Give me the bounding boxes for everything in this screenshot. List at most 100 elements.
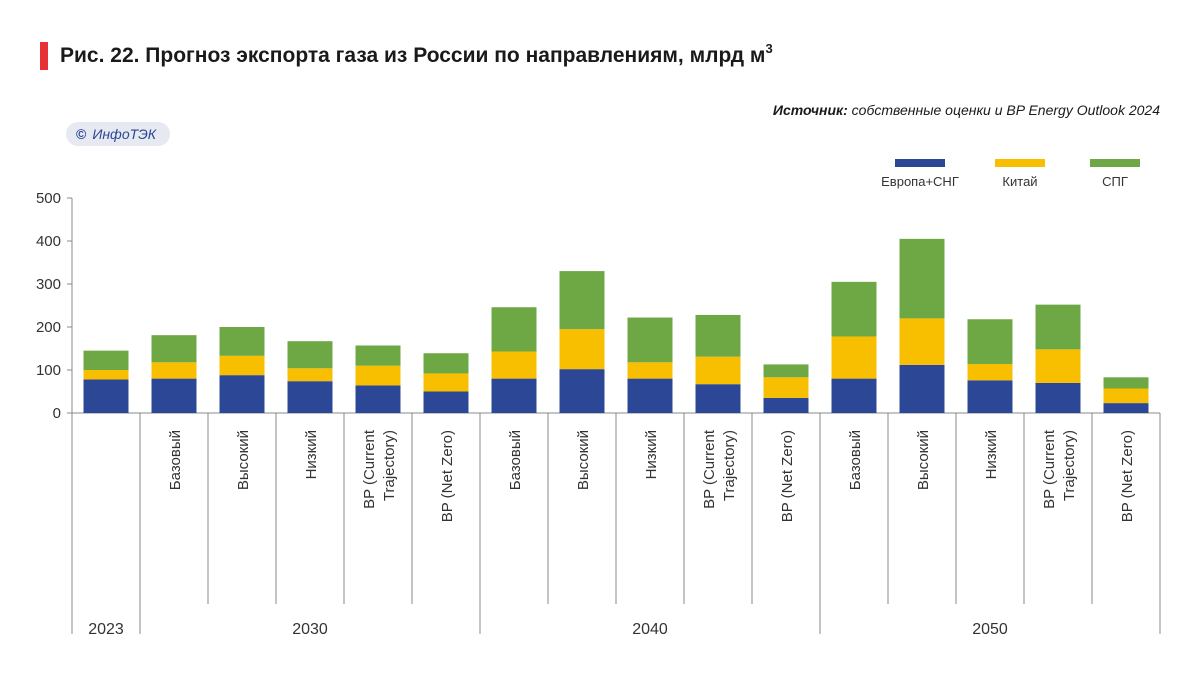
bar-segment-china: [219, 355, 265, 376]
bar-segment-lng: [831, 281, 877, 337]
legend-label: Китай: [1002, 174, 1037, 189]
bar-segment-china: [287, 368, 333, 382]
bar-segment-lng: [1035, 304, 1081, 350]
bar-segment-china: [491, 351, 537, 379]
title-superscript: 3: [765, 41, 773, 56]
bar-segment-china: [1103, 388, 1149, 404]
bar-segment-china: [967, 363, 1013, 381]
bar-segment-europe-cis: [831, 378, 877, 413]
bar-segment-lng: [967, 319, 1013, 364]
bar-segment-europe-cis: [1103, 403, 1149, 413]
bar-segment-china: [831, 336, 877, 379]
bar-segment-china: [899, 318, 945, 365]
category-label: BP (Current Trajectory): [361, 429, 398, 509]
category-label: Базовый: [167, 430, 184, 490]
group-label: 2030: [292, 621, 328, 638]
bar-segment-lng: [763, 364, 809, 378]
bar-segment-europe-cis: [1035, 382, 1081, 413]
category-label: BP (Current Trajectory): [1041, 429, 1078, 509]
infotek-badge: © ИнфоТЭК: [66, 122, 171, 146]
bar-segment-europe-cis: [695, 384, 741, 413]
category-label-line: BP (Current: [361, 429, 378, 509]
category-label-line: BP (Net Zero): [1119, 430, 1136, 522]
source-text: собственные оценки и BP Energy Outlook 2…: [847, 102, 1160, 118]
group-label: 2040: [632, 621, 668, 638]
category-label-line: Базовый: [507, 430, 524, 490]
legend-swatch: [1090, 159, 1140, 167]
bar-segment-europe-cis: [287, 381, 333, 413]
category-label-line: BP (Current: [1041, 429, 1058, 509]
bar-segment-europe-cis: [627, 378, 673, 413]
bar-segment-lng: [491, 307, 537, 352]
bar-segment-china: [695, 356, 741, 385]
bar-segment-europe-cis: [151, 378, 197, 413]
category-label: BP (Net Zero): [439, 430, 456, 522]
legend-swatch: [995, 159, 1045, 167]
bar-segment-lng: [287, 341, 333, 369]
bar-segment-china: [1035, 349, 1081, 383]
category-label: BP (Current Trajectory): [701, 429, 738, 509]
bar-segment-china: [83, 370, 129, 380]
bar-segment-lng: [355, 345, 401, 366]
category-label-line: BP (Net Zero): [779, 430, 796, 522]
title-accent-bar: [40, 42, 48, 70]
category-label: Высокий: [235, 430, 252, 490]
bar-segment-europe-cis: [219, 375, 265, 413]
category-label-line: Низкий: [983, 430, 1000, 479]
legend-label: Европа+СНГ: [881, 174, 959, 189]
bar-segment-china: [355, 365, 401, 386]
category-label: Низкий: [303, 430, 320, 479]
category-label: Базовый: [507, 430, 524, 490]
group-label: 2023: [88, 621, 124, 638]
source-note: Источник: собственные оценки и BP Energy…: [773, 102, 1160, 118]
category-label-line: Trajectory): [1061, 430, 1078, 501]
category-label-line: Низкий: [303, 430, 320, 479]
category-label: Базовый: [847, 430, 864, 490]
category-label-line: Низкий: [643, 430, 660, 479]
group-label: 2050: [972, 621, 1008, 638]
copyright-icon: ©: [76, 126, 87, 142]
bar-segment-china: [627, 362, 673, 379]
bar-segment-china: [559, 329, 605, 370]
category-label: Высокий: [575, 430, 592, 490]
bar-segment-europe-cis: [559, 369, 605, 413]
bar-segment-europe-cis: [355, 385, 401, 413]
bar-segment-europe-cis: [967, 380, 1013, 413]
y-tick-label: 500: [36, 190, 61, 207]
category-label-line: BP (Current: [701, 429, 718, 509]
category-label-line: Trajectory): [381, 430, 398, 501]
bar-segment-lng: [219, 327, 265, 356]
category-label-line: Базовый: [167, 430, 184, 490]
chart-title-text: Рис. 22. Прогноз экспорта газа из России…: [60, 42, 773, 70]
y-tick-label: 200: [36, 319, 61, 336]
category-label: Низкий: [643, 430, 660, 479]
bar-segment-europe-cis: [83, 379, 129, 413]
bar-segment-lng: [695, 314, 741, 357]
category-label-line: Высокий: [915, 430, 932, 490]
category-label: Высокий: [915, 430, 932, 490]
title-text: Рис. 22. Прогноз экспорта газа из России…: [60, 44, 766, 67]
bar-segment-lng: [423, 353, 469, 374]
category-label-line: Базовый: [847, 430, 864, 490]
bar-segment-china: [151, 362, 197, 379]
category-label-line: BP (Net Zero): [439, 430, 456, 522]
category-label-line: Высокий: [235, 430, 252, 490]
bar-segment-europe-cis: [763, 397, 809, 413]
category-label: BP (Net Zero): [1119, 430, 1136, 522]
bar-segment-lng: [1103, 377, 1149, 389]
y-tick-label: 100: [36, 362, 61, 379]
category-label: BP (Net Zero): [779, 430, 796, 522]
bar-segment-lng: [899, 238, 945, 319]
category-label-line: Trajectory): [721, 430, 738, 501]
y-tick-label: 0: [53, 405, 61, 422]
badge-text: ИнфоТЭК: [92, 126, 157, 142]
category-label: Низкий: [983, 430, 1000, 479]
bar-segment-lng: [83, 350, 129, 370]
bar-segment-europe-cis: [899, 364, 945, 413]
bar-segment-china: [423, 373, 469, 392]
legend-label: СПГ: [1102, 174, 1128, 189]
category-label-line: Высокий: [575, 430, 592, 490]
bar-segment-lng: [627, 317, 673, 363]
bar-segment-china: [763, 377, 809, 398]
